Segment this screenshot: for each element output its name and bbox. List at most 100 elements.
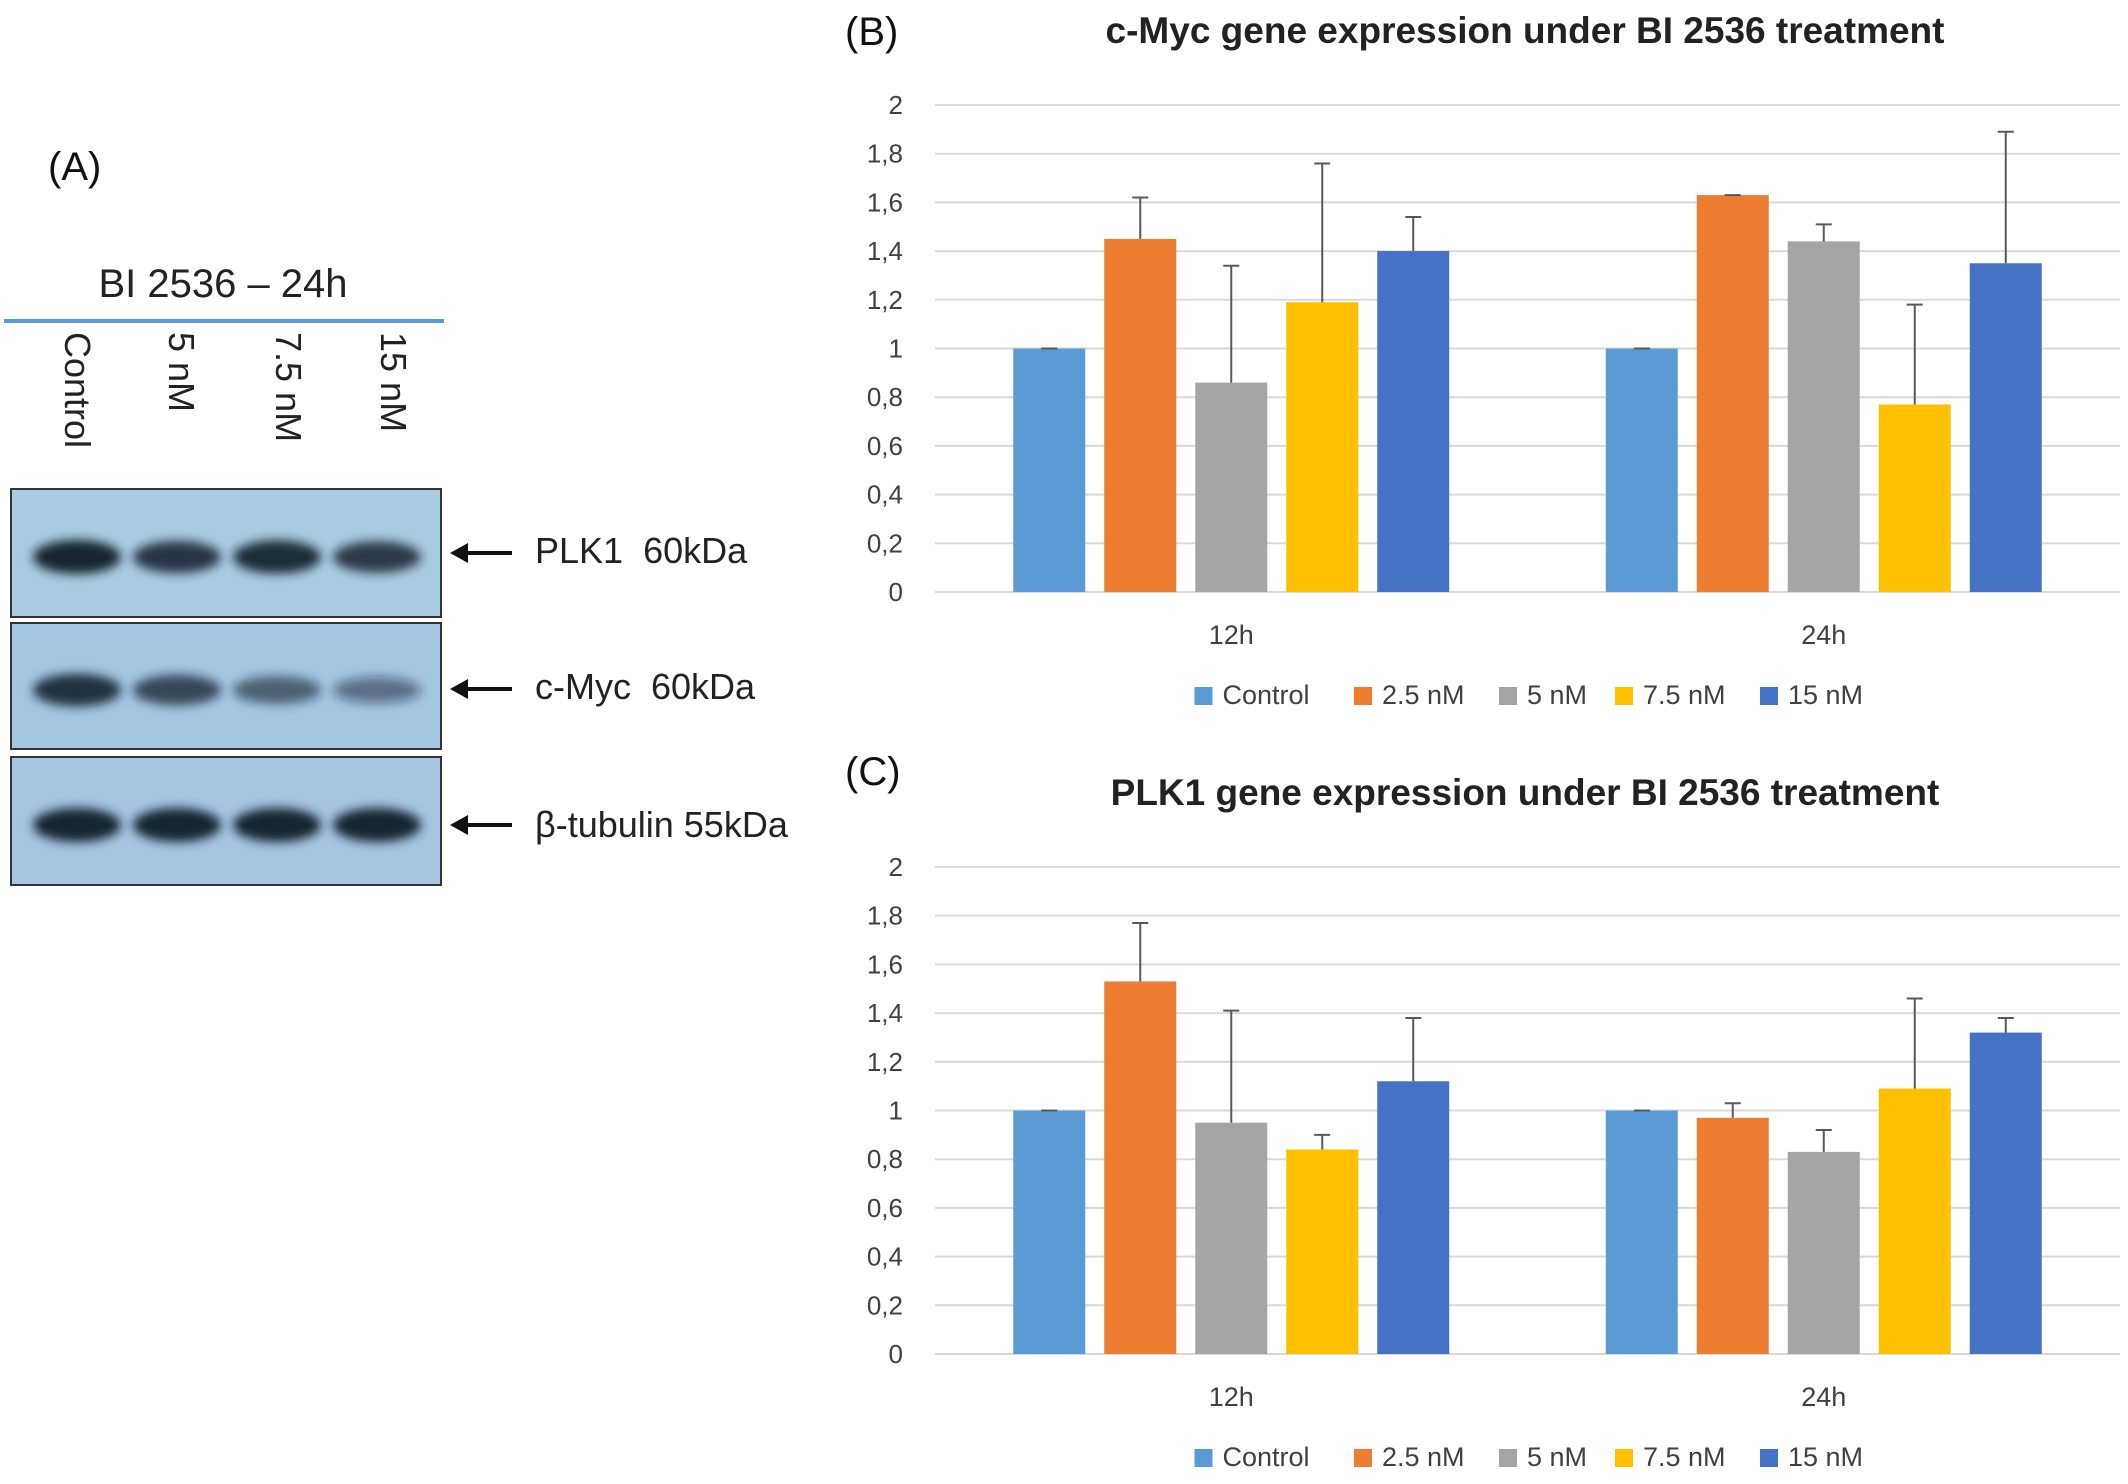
y-tick-label: 0,2 [867,1290,903,1320]
blot-band-7-5-nm [233,808,321,842]
blot-band-5-nm [133,674,221,706]
y-tick-label: 0,6 [867,431,903,461]
blot-band-15-nm [333,808,421,842]
legend-label: 5 nM [1527,680,1587,710]
blot-title-rule [4,319,444,323]
legend-label: 15 nM [1788,1442,1863,1472]
bar-12h-5-nm [1195,382,1268,592]
y-tick-label: 0,6 [867,1193,903,1223]
bar-24h-7-5-nm [1878,404,1951,592]
bar-12h-2-5-nm [1104,238,1177,593]
panel-c-label: (C) [845,750,901,794]
lane-label-control: Control [57,332,98,449]
chart-b-title: c-Myc gene expression under BI 2536 trea… [1105,10,1945,51]
band-label-plk1: PLK1 60kDa [535,530,748,571]
legend-label: 7.5 nM [1643,680,1726,710]
blot-band-7-5-nm [233,676,321,704]
blot-strip-plk1 [10,488,442,618]
blot-band-control [33,673,121,707]
blot-band-5-nm [133,808,221,842]
blot-title: BI 2536 – 24h [98,262,348,306]
band-label-cmyc: c-Myc 60kDa [535,666,756,707]
arrow-left-icon [450,679,512,699]
legend-swatch [1615,1449,1633,1467]
blot-strip-cmyc [10,622,442,750]
legend-label: 2.5 nM [1382,1442,1465,1472]
y-tick-label: 0,8 [867,382,903,412]
blot-band-5-nm [133,540,221,574]
y-tick-label: 1,8 [867,901,903,931]
blot-band-7-5-nm [233,540,321,574]
legend-label: Control [1223,1442,1310,1472]
bar-24h-15-nm [1969,1032,2042,1354]
y-tick-label: 1,8 [867,139,903,169]
legend-swatch [1760,1449,1778,1467]
legend-label: 2.5 nM [1382,680,1465,710]
bar-24h-control [1605,1110,1678,1354]
legend-swatch [1760,687,1778,705]
bar-12h-2-5-nm [1104,981,1177,1354]
y-tick-label: 0,2 [867,528,903,558]
legend-swatch [1615,687,1633,705]
blot-strip-tubulin-image [12,758,440,884]
arrow-left-icon [450,815,512,835]
legend-swatch [1354,687,1372,705]
chart-c-title: PLK1 gene expression under BI 2536 treat… [1110,772,1940,813]
arrow-left-icon [450,543,512,563]
panel-a-label: (A) [48,145,102,189]
chart-b-plot: 0 0,2 0,4 0,6 0,8 1 1,2 1,4 1,6 1,8 2 12h 24h Control… [867,90,2120,710]
chart-c-plot: 0 0,2 0,4 0,6 0,8 1 1,2 1,4 1,6 1,8 2 12h 24h Control… [867,852,2120,1472]
x-tick-label: 24h [1801,620,1846,650]
y-tick-label: 1,2 [867,285,903,315]
bar-24h-15-nm [1969,263,2042,592]
lane-label-15nm: 15 nM [373,332,414,433]
y-tick-label: 1,6 [867,187,903,217]
bar-24h-control [1605,348,1678,592]
legend-label: Control [1223,680,1310,710]
lane-label-7-5nm: 7.5 nM [268,332,309,443]
bar-12h-control [1013,348,1086,592]
bar-12h-7-5-nm [1286,1149,1359,1354]
bar-12h-5-nm [1195,1122,1268,1354]
legend-label: 15 nM [1788,680,1863,710]
band-label-tubulin: β-tubulin 55kDa [535,804,788,845]
bar-12h-15-nm [1377,1081,1450,1354]
legend-label: 5 nM [1527,1442,1587,1472]
y-tick-label: 1,4 [867,998,903,1028]
y-tick-label: 1 [889,334,903,364]
blot-band-15-nm [333,541,421,573]
blot-band-15-nm [333,676,421,704]
y-tick-label: 1 [889,1096,903,1126]
x-tick-label: 24h [1801,1382,1846,1412]
bar-12h-control [1013,1110,1086,1354]
y-tick-label: 0,4 [867,480,903,510]
legend-swatch [1194,1449,1213,1467]
blot-strip-tubulin [10,756,442,886]
blot-band-control [33,540,121,574]
y-tick-label: 0 [889,1339,903,1369]
y-tick-label: 0,4 [867,1242,903,1272]
bar-12h-15-nm [1377,251,1450,592]
blot-strip-cmyc-image [12,624,440,748]
y-tick-label: 1,2 [867,1047,903,1077]
y-tick-label: 2 [889,852,903,882]
lane-label-5nm: 5 nM [161,332,202,413]
legend-swatch [1354,1449,1372,1467]
bar-24h-7-5-nm [1878,1088,1951,1354]
legend-swatch [1194,687,1213,705]
blot-band-control [33,808,121,842]
panel-b-label: (B) [845,10,899,54]
legend-swatch [1499,687,1517,705]
x-tick-label: 12h [1209,1382,1254,1412]
y-tick-label: 2 [889,90,903,120]
blot-strip-plk1-image [12,490,440,616]
legend-swatch [1499,1449,1517,1467]
bar-24h-5-nm [1787,1151,1860,1354]
bar-12h-7-5-nm [1286,302,1359,592]
y-tick-label: 0,8 [867,1144,903,1174]
bar-24h-2-5-nm [1696,1117,1769,1354]
bar-24h-5-nm [1787,241,1860,593]
y-tick-label: 0 [889,577,903,607]
x-tick-label: 12h [1209,620,1254,650]
y-tick-label: 1,4 [867,236,903,266]
